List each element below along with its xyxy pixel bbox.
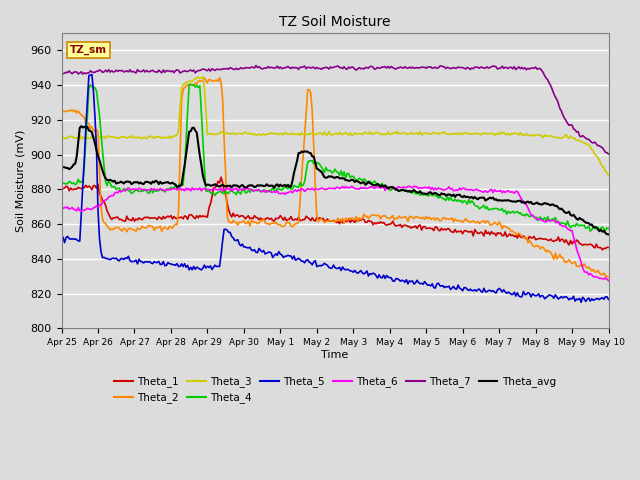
Theta_3 — [58, 134, 65, 140]
Theta_6 — [540, 218, 547, 224]
Theta_2 — [605, 274, 612, 280]
Theta_5 — [73, 237, 81, 242]
Theta_avg — [389, 184, 397, 190]
Theta_1 — [217, 174, 225, 180]
Theta_5 — [577, 300, 585, 305]
Theta_2 — [540, 244, 547, 250]
Line: Theta_3: Theta_3 — [61, 77, 609, 175]
Line: Theta_avg: Theta_avg — [61, 126, 609, 234]
Y-axis label: Soil Moisture (mV): Soil Moisture (mV) — [15, 130, 25, 232]
Theta_5 — [401, 279, 409, 285]
Theta_7 — [252, 63, 260, 69]
Theta_4 — [401, 188, 409, 194]
Theta_5 — [605, 297, 612, 302]
Theta_6 — [605, 278, 612, 284]
Theta_4 — [159, 187, 167, 193]
Line: Theta_2: Theta_2 — [61, 78, 609, 277]
Theta_avg — [605, 231, 612, 237]
Theta_1 — [598, 247, 606, 253]
Theta_4 — [371, 178, 378, 184]
Theta_3 — [73, 135, 81, 141]
Legend: Theta_1, Theta_2, Theta_3, Theta_4, Theta_5, Theta_6, Theta_7, Theta_avg: Theta_1, Theta_2, Theta_3, Theta_4, Thet… — [110, 372, 560, 408]
Theta_4 — [186, 82, 193, 87]
Theta_avg — [58, 164, 65, 169]
Theta_avg — [161, 180, 169, 185]
Theta_3 — [540, 135, 547, 141]
Theta_5 — [540, 293, 547, 299]
Theta_avg — [77, 123, 85, 129]
Theta_5 — [389, 278, 397, 284]
Theta_6 — [406, 183, 413, 189]
Theta_7 — [58, 71, 65, 76]
Theta_7 — [159, 67, 167, 73]
Theta_6 — [159, 187, 167, 193]
Theta_4 — [73, 180, 81, 186]
Theta_2 — [73, 110, 81, 116]
Theta_avg — [73, 154, 81, 159]
X-axis label: Time: Time — [321, 350, 349, 360]
Theta_1 — [389, 218, 397, 224]
Theta_3 — [605, 172, 612, 178]
Theta_5 — [58, 234, 65, 240]
Theta_6 — [387, 185, 395, 191]
Theta_4 — [58, 181, 65, 187]
Theta_7 — [540, 70, 547, 75]
Theta_7 — [389, 65, 397, 71]
Theta_6 — [73, 208, 81, 214]
Theta_7 — [401, 64, 409, 70]
Text: TZ_sm: TZ_sm — [70, 45, 107, 55]
Theta_4 — [540, 216, 547, 222]
Theta_5 — [371, 271, 378, 276]
Theta_1 — [540, 236, 547, 242]
Theta_2 — [389, 213, 397, 218]
Theta_1 — [73, 186, 81, 192]
Theta_2 — [159, 226, 167, 231]
Theta_4 — [389, 186, 397, 192]
Theta_1 — [371, 220, 378, 226]
Theta_6 — [369, 184, 377, 190]
Theta_1 — [58, 184, 65, 190]
Theta_avg — [540, 201, 547, 207]
Theta_5 — [88, 72, 96, 77]
Theta_5 — [161, 263, 169, 268]
Theta_7 — [605, 151, 612, 157]
Theta_1 — [159, 214, 167, 219]
Theta_3 — [159, 134, 167, 140]
Line: Theta_6: Theta_6 — [61, 186, 609, 281]
Theta_3 — [371, 131, 378, 136]
Theta_2 — [401, 214, 409, 219]
Theta_4 — [605, 226, 612, 231]
Theta_7 — [371, 66, 378, 72]
Line: Theta_5: Theta_5 — [61, 74, 609, 302]
Theta_3 — [389, 131, 397, 136]
Theta_6 — [58, 204, 65, 210]
Theta_7 — [73, 69, 81, 75]
Theta_4 — [586, 228, 594, 234]
Line: Theta_4: Theta_4 — [61, 84, 609, 231]
Theta_3 — [199, 74, 207, 80]
Theta_avg — [371, 182, 378, 188]
Line: Theta_1: Theta_1 — [61, 177, 609, 250]
Theta_3 — [401, 131, 409, 136]
Line: Theta_7: Theta_7 — [61, 66, 609, 154]
Theta_6 — [399, 184, 407, 190]
Theta_1 — [401, 222, 409, 228]
Theta_2 — [58, 110, 65, 116]
Theta_1 — [605, 245, 612, 251]
Theta_2 — [371, 212, 378, 218]
Theta_2 — [216, 75, 223, 81]
Theta_avg — [401, 188, 409, 194]
Title: TZ Soil Moisture: TZ Soil Moisture — [279, 15, 391, 29]
